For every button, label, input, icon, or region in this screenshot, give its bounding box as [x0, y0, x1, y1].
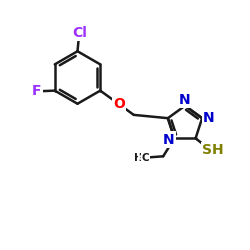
Text: N: N	[163, 132, 175, 146]
Text: C: C	[142, 152, 150, 162]
Text: Cl: Cl	[72, 26, 87, 40]
Text: N: N	[203, 111, 214, 125]
Text: 3: 3	[139, 154, 144, 163]
Text: N: N	[179, 93, 191, 107]
Text: SH: SH	[202, 143, 224, 157]
Text: O: O	[113, 97, 125, 111]
Text: H: H	[134, 152, 142, 162]
Text: F: F	[32, 84, 42, 98]
